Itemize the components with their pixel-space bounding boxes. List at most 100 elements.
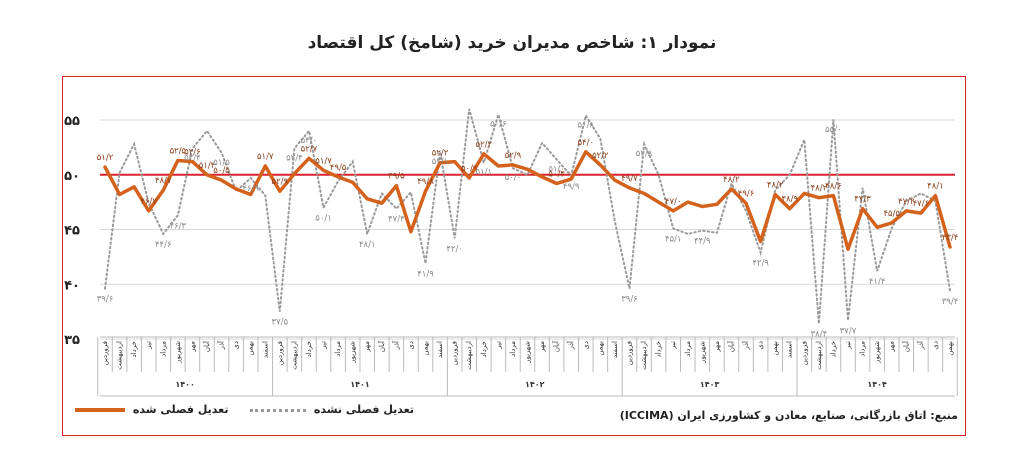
x-tick-label: تیر <box>669 341 677 350</box>
series-unadjusted-line <box>104 108 951 324</box>
data-label-unadjusted: ۴۶/۳ <box>170 221 187 231</box>
legend-unadjusted-swatch <box>250 408 306 412</box>
data-label-adjusted: ۵۴/۰ <box>577 138 594 148</box>
x-tick-label: خرداد <box>829 341 837 357</box>
data-label-adjusted: ۴۷/۲ <box>898 197 915 207</box>
data-label-unadjusted: ۴۱/۴ <box>869 277 886 287</box>
x-tick-label: شهریور <box>524 341 532 364</box>
data-label-adjusted: ۴۷/۰ <box>665 197 682 207</box>
x-tick-label: اردیبهشت <box>815 341 823 370</box>
x-tick-label: آذر <box>916 340 925 350</box>
x-tick-label: خرداد <box>130 341 138 357</box>
data-label-adjusted: ۵۲/۲ <box>592 151 609 161</box>
data-label-adjusted: ۴۸/۲ <box>811 184 828 194</box>
legend-unadjusted: تعدیل فصلی نشده <box>250 403 414 416</box>
chart-title: نمودار ۱: شاخص مدیران خرید (شامخ) کل اقت… <box>307 33 717 53</box>
x-tick-label: فروردین <box>625 341 633 365</box>
data-label-unadjusted: ۴۱/۹ <box>417 269 434 279</box>
x-tick-label: مرداد <box>684 341 692 357</box>
x-tick-label: دی <box>232 341 240 350</box>
x-tick-label: دی <box>757 341 765 350</box>
x-tick-label: آبان <box>202 340 211 352</box>
x-tick-label: اسفند <box>611 341 619 358</box>
data-label-adjusted: ۴۷/۶ <box>913 199 930 209</box>
y-tick-label: ۴۵ <box>64 224 80 239</box>
x-tick-label: دی <box>407 341 415 350</box>
x-tick-label: مرداد <box>159 341 167 357</box>
x-tick-label: شهریور <box>174 341 182 364</box>
data-label-unadjusted: ۵۲/۴ <box>184 153 201 163</box>
x-tick-label: بهمن <box>247 341 255 356</box>
year-label: ۱۴۰۲ <box>525 380 545 389</box>
data-label-adjusted: ۵۱/۷ <box>315 156 332 166</box>
data-label-adjusted: ۴۸/۲ <box>767 180 784 190</box>
x-tick-label: مهر <box>713 341 721 353</box>
x-tick-label: اسفند <box>261 341 269 358</box>
data-label-adjusted: ۴۹/۵ <box>388 172 405 182</box>
x-tick-label: آبان <box>726 340 735 352</box>
data-label-adjusted: ۵۲/۲ <box>476 140 493 150</box>
data-label-adjusted: ۴۵/۵ <box>883 209 900 219</box>
data-label-adjusted: ۵۱/۷ <box>257 152 274 162</box>
data-label-unadjusted: ۳۷/۵ <box>272 318 289 328</box>
x-tick-label: فروردین <box>451 341 459 365</box>
data-label-unadjusted: ۴۲/۹ <box>752 258 769 268</box>
data-label-adjusted: ۴۸/۱ <box>927 182 944 192</box>
data-label-adjusted: ۵۲/۹ <box>272 177 289 187</box>
data-label-unadjusted: ۴۴/۶ <box>155 240 172 250</box>
data-label-adjusted: ۴۶/۷ <box>140 197 157 207</box>
data-label-unadjusted: ۵۱/۱ <box>476 168 493 178</box>
data-label-adjusted: ۴۹/۵ <box>330 163 347 173</box>
source-note: منبع: اتاق بازرگانی، صنایع، معادن و کشاو… <box>619 409 958 422</box>
data-label-adjusted: ۵۰/۹ <box>461 164 478 174</box>
data-label-unadjusted: ۳۹/۴ <box>942 297 959 307</box>
x-tick-label: خرداد <box>655 341 663 357</box>
x-tick-label: اردیبهشت <box>640 341 648 370</box>
y-tick-label: ۵۵ <box>64 114 80 129</box>
data-label-unadjusted: ۵۰/۰ <box>505 173 522 183</box>
data-label-unadjusted: ۵۲/۱ <box>432 157 449 167</box>
data-label-adjusted: ۵۱/۴ <box>199 161 216 171</box>
x-tick-label: مهر <box>188 341 196 353</box>
data-label-adjusted: ۴۹/۷ <box>621 174 638 184</box>
x-tick-label: شهریور <box>698 341 706 364</box>
x-tick-label: خرداد <box>480 341 488 357</box>
data-label-adjusted: ۴۷/۳ <box>854 195 871 205</box>
legend-adjusted-swatch <box>75 408 125 412</box>
data-label-unadjusted: ۵۲/۸ <box>636 149 653 159</box>
x-tick-label: آبان <box>901 340 910 352</box>
data-label-unadjusted: ۳۹/۶ <box>621 295 638 305</box>
x-tick-label: شهریور <box>873 341 881 364</box>
data-label-adjusted: ۴۸/۲ <box>723 175 740 185</box>
x-tick-label: تیر <box>145 341 153 350</box>
x-tick-label: آبان <box>552 340 561 352</box>
data-label-unadjusted: ۵۱/۵ <box>213 158 230 168</box>
x-tick-label: آذر <box>566 340 575 350</box>
data-label-unadjusted: ۵۲/۴ <box>286 153 303 163</box>
x-tick-label: مهر <box>888 341 896 353</box>
data-label-unadjusted: ۵۱/۰ <box>548 164 565 174</box>
x-tick-label: مرداد <box>509 341 517 357</box>
x-tick-label: فروردین <box>101 341 109 365</box>
y-tick-label: ۵۰ <box>64 169 80 184</box>
data-label-adjusted: ۴۹/۶ <box>738 189 755 199</box>
data-label-adjusted: ۵۲/۹ <box>505 151 522 161</box>
x-tick-label: اسفند <box>786 341 794 358</box>
data-label-adjusted: ۵۲/۶ <box>184 148 201 158</box>
x-tick-label: شهریور <box>349 341 357 364</box>
x-tick-label: اسفند <box>436 341 444 358</box>
x-tick-label: آذر <box>391 340 400 350</box>
data-label-unadjusted: ۳۸/۴ <box>811 330 828 340</box>
x-tick-label: اردیبهشت <box>465 341 473 370</box>
data-label-adjusted: ۵۰/۵ <box>213 166 230 176</box>
data-label-unadjusted: ۵۵/۰ <box>825 125 842 135</box>
x-tick-label: بهمن <box>422 341 430 356</box>
data-label-unadjusted: ۴۶/۹ <box>242 184 259 194</box>
x-tick-label: مرداد <box>859 341 867 357</box>
year-label: ۱۴۰۰ <box>175 380 195 389</box>
data-label-unadjusted: ۴۷/۴ <box>388 215 405 225</box>
data-label-unadjusted: ۳۷/۷ <box>840 326 857 336</box>
year-label: ۱۴۰۴ <box>867 380 887 389</box>
x-tick-label: خرداد <box>305 341 313 357</box>
x-tick-label: بهمن <box>771 341 779 356</box>
